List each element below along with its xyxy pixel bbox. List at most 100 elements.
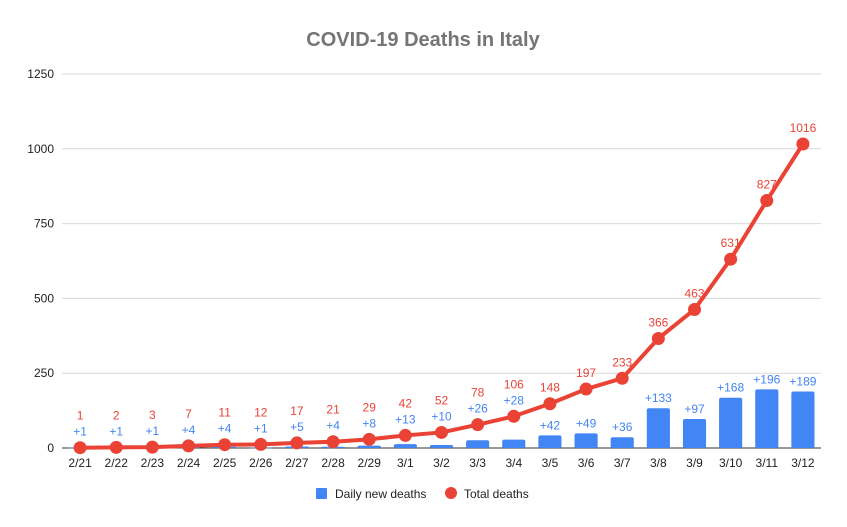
data-label-daily: +1	[109, 424, 123, 438]
x-tick-label: 2/21	[68, 456, 92, 470]
point-total-deaths	[688, 302, 701, 316]
data-label-total: 366	[648, 315, 668, 329]
data-label-total: 11	[218, 406, 231, 420]
bar-daily-new-deaths	[393, 444, 417, 448]
data-label-daily: +189	[789, 374, 816, 388]
data-label-total: 12	[254, 405, 268, 419]
y-axis-ticks: 0 250 500 750 1000 1250	[27, 67, 54, 455]
x-tick-label: 3/1	[397, 456, 414, 470]
data-label-daily: +133	[645, 391, 672, 405]
x-tick-label: 2/22	[105, 456, 129, 470]
x-tick-label: 3/6	[578, 456, 595, 470]
bar-daily-new-deaths	[646, 408, 670, 448]
data-label-daily: +4	[182, 423, 196, 437]
x-tick-label: 2/24	[177, 456, 201, 470]
y-tick-label: 1250	[27, 67, 54, 81]
x-tick-label: 2/28	[321, 456, 345, 470]
data-label-daily: +28	[504, 393, 525, 407]
data-label-total: 3	[149, 408, 156, 422]
legend-label-daily: Daily new deaths	[335, 487, 426, 501]
data-label-total: 42	[399, 396, 413, 410]
gridlines	[62, 73, 821, 449]
data-label-total: 233	[612, 355, 632, 369]
point-total-deaths	[218, 438, 232, 452]
data-labels: +11+12+13+47+411+112+517+421+829+1342+10…	[73, 121, 817, 439]
data-label-daily: +42	[540, 418, 561, 432]
data-label-daily: +1	[254, 421, 268, 435]
point-total-deaths	[507, 409, 521, 423]
data-label-daily: +1	[73, 425, 87, 439]
bar-daily-new-deaths	[719, 397, 743, 448]
point-total-deaths	[182, 439, 195, 453]
line-series	[73, 137, 810, 455]
data-label-total: 1016	[790, 121, 817, 135]
point-total-deaths	[290, 436, 304, 450]
data-label-total: 197	[576, 366, 596, 380]
data-label-daily: +168	[717, 381, 744, 395]
x-tick-label: 2/29	[358, 456, 382, 470]
data-label-daily: +196	[753, 372, 780, 386]
data-label-daily: +36	[612, 420, 633, 434]
data-label-total: 106	[504, 377, 524, 391]
point-total-deaths	[254, 437, 268, 451]
y-tick-label: 1000	[27, 142, 54, 156]
data-label-total: 631	[721, 236, 741, 250]
data-label-total: 78	[471, 386, 485, 400]
data-label-daily: +4	[218, 422, 232, 436]
x-tick-label: 2/26	[249, 456, 273, 470]
x-tick-label: 2/25	[213, 456, 237, 470]
data-label-daily: +4	[326, 419, 340, 433]
data-label-daily: +1	[146, 424, 160, 438]
data-label-total: 29	[363, 400, 377, 414]
point-total-deaths	[362, 432, 376, 446]
point-total-deaths	[471, 418, 485, 432]
legend-swatch-total	[445, 487, 457, 499]
bar-daily-new-deaths	[574, 433, 598, 448]
x-tick-label: 3/5	[542, 456, 559, 470]
bar-daily-new-deaths	[791, 391, 815, 448]
point-total-deaths	[760, 194, 774, 208]
x-tick-label: 3/3	[469, 456, 486, 470]
x-tick-label: 3/9	[686, 456, 703, 470]
point-total-deaths	[435, 425, 448, 439]
x-tick-label: 3/7	[614, 456, 631, 470]
data-label-daily: +5	[290, 420, 304, 434]
x-tick-label: 3/12	[791, 456, 815, 470]
bar-daily-new-deaths	[538, 435, 562, 448]
data-label-total: 463	[684, 286, 704, 300]
point-total-deaths	[145, 440, 159, 454]
point-total-deaths	[326, 435, 340, 449]
data-label-daily: +10	[431, 409, 452, 423]
data-label-daily: +13	[395, 412, 416, 426]
bar-daily-new-deaths	[357, 445, 381, 448]
data-label-daily: +97	[684, 402, 705, 416]
bar-daily-new-deaths	[610, 437, 634, 448]
y-tick-label: 500	[34, 291, 54, 305]
point-total-deaths	[109, 440, 123, 454]
data-label-total: 2	[113, 408, 120, 422]
point-total-deaths	[796, 137, 810, 151]
data-label-daily: +49	[576, 416, 597, 430]
y-tick-label: 750	[34, 217, 54, 231]
y-tick-label: 0	[47, 441, 54, 455]
x-axis-ticks: 2/21 2/22 2/23 2/24 2/25 2/26 2/27 2/28 2/29 3/1 3…	[68, 456, 815, 470]
data-label-total: 17	[290, 404, 304, 418]
bar-daily-new-deaths	[429, 445, 454, 448]
data-label-total: 1	[77, 409, 84, 423]
x-tick-label: 3/11	[756, 456, 779, 470]
x-tick-label: 3/10	[719, 456, 743, 470]
bar-daily-new-deaths	[682, 418, 707, 448]
x-tick-label: 2/27	[285, 456, 309, 470]
bar-daily-new-deaths	[755, 389, 779, 448]
point-total-deaths	[615, 371, 629, 385]
data-label-total: 148	[540, 381, 560, 395]
data-label-daily: +8	[362, 416, 376, 430]
point-total-deaths	[724, 252, 738, 266]
data-label-total: 7	[185, 407, 192, 421]
data-label-total: 827	[757, 178, 777, 192]
legend-swatch-daily	[316, 488, 327, 499]
x-tick-label: 3/2	[433, 456, 450, 470]
y-tick-label: 250	[34, 366, 54, 380]
legend: Daily new deaths Total deaths	[316, 487, 529, 501]
